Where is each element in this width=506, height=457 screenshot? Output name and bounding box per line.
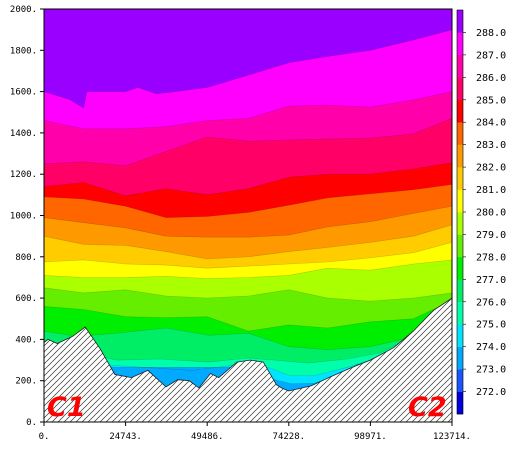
colorbar-label: 278.0 [476,252,506,263]
x-tick-label: 98971. [354,432,387,442]
colorbar-swatch [457,99,463,123]
isotherm-284.0 [44,184,452,218]
x-tick-label: 123714. [433,432,471,442]
colorbar-label: 279.0 [476,230,506,241]
x-tick-label: 74228. [273,432,306,442]
colorbar-label: 285.0 [476,95,506,106]
colorbar-label: 276.0 [476,297,506,308]
isotherm-283.0 [44,205,452,238]
colorbar-swatch [457,10,463,33]
terrain-fill [44,298,452,422]
isotherm-286.0 [44,118,452,167]
colorbar-swatch [457,144,463,168]
colorbar-label: 288.0 [476,28,506,39]
colorbar-swatch [457,369,463,392]
y-tick-label: 1200. [10,170,37,180]
colorbar-swatch [457,391,463,415]
x-tick-label: 49486. [191,432,224,442]
end-label-c2: C2 [408,392,447,423]
isotherm-280.0 [44,259,452,279]
colorbar-swatch [457,54,463,78]
colorbar-label: 277.0 [476,275,506,286]
y-tick-label: 1800. [10,46,37,56]
y-tick-label: 1000. [10,212,37,222]
colorbar-label: 275.0 [476,320,506,331]
colorbar-swatch [457,346,463,370]
colorbar-label: 284.0 [476,118,506,129]
terrain [44,297,452,422]
colorbar-swatch [457,324,463,347]
isotherm-285.0 [44,162,452,197]
isotherm-282.0 [44,224,452,260]
isotherm-279.0 [44,287,452,302]
colorbar-swatch [457,122,463,145]
colorbar-swatch [457,77,463,100]
colorbar-label: 287.0 [476,50,506,61]
isotherm-288.0 [44,29,452,109]
y-tick-label: 2000. [10,5,37,15]
colorbar-swatch [457,234,463,258]
colorbar: 272.0 273.0 274.0 275.0 276.0 277.0 278.0 279.0… [456,9,506,415]
colorbar-label: 283.0 [476,140,506,151]
y-tick-label: 400. [15,335,37,345]
x-tick-label: 0. [39,432,50,442]
colorbar-swatch [457,32,463,56]
y-tick-label: 1600. [10,88,37,98]
isotherm-276.0 [44,339,452,364]
colorbar-label: 286.0 [476,73,506,84]
colorbar-swatch [457,189,463,213]
colorbar-swatch [457,279,463,302]
colorbar-swatch [457,212,463,235]
axes: 0. 24743. 49486. 74228. 98971. 123714. 0. 200. 4… [10,5,471,442]
y-tick-label: 1400. [10,129,37,139]
isotherm-281.0 [44,242,452,269]
isotherm-278.0 [44,306,452,332]
y-tick-label: 200. [15,377,37,387]
colorbar-swatch [457,256,463,280]
colorbar-label: 281.0 [476,185,506,196]
colorbar-swatch [457,167,463,190]
colorbar-label: 282.0 [476,163,506,174]
y-tick-label: 0. [26,418,37,428]
y-tick-label: 800. [15,253,37,263]
terrain-outline [44,297,452,392]
colorbar-label: 273.0 [476,365,506,376]
y-tick-label: 600. [15,294,37,304]
colorbar-label: 280.0 [476,208,506,219]
colorbar-swatch [457,301,463,325]
colorbar-label: 274.0 [476,342,506,353]
colorbar-label: 272.0 [476,387,506,398]
end-label-c1: C1 [47,392,86,423]
x-tick-label: 24743. [109,432,142,442]
isotherm-287.0 [44,91,452,130]
